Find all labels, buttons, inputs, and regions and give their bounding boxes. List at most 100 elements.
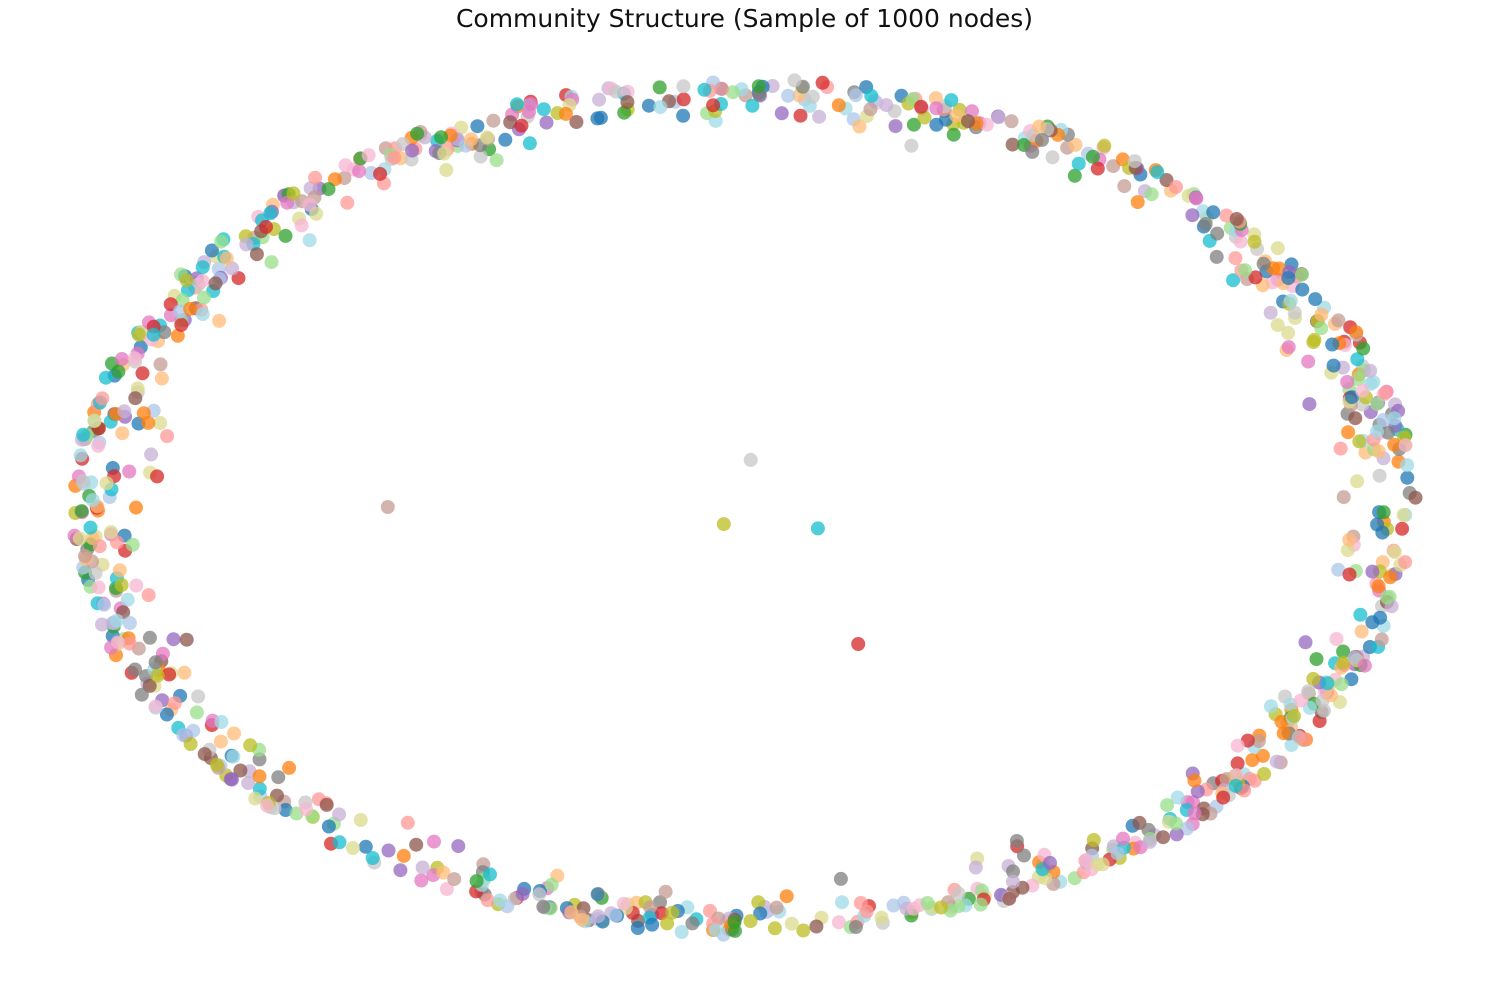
- network-node: [1336, 644, 1351, 659]
- network-node: [1370, 424, 1384, 439]
- network-node: [489, 153, 504, 168]
- network-node: [751, 79, 766, 94]
- network-node: [888, 119, 903, 134]
- network-node: [1009, 834, 1024, 848]
- network-node: [264, 255, 279, 270]
- network-node: [715, 82, 729, 96]
- network-node: [1187, 773, 1202, 788]
- network-node: [249, 247, 264, 262]
- network-node: [1324, 688, 1338, 703]
- network-node: [1381, 425, 1396, 440]
- network-node: [1198, 217, 1213, 231]
- network-node: [1226, 273, 1241, 288]
- network-node: [645, 917, 660, 932]
- network-node: [1398, 555, 1413, 570]
- network-node: [78, 548, 92, 563]
- network-node: [437, 146, 452, 161]
- network-node: [128, 662, 142, 677]
- network-node: [340, 195, 355, 210]
- network-node: [327, 172, 342, 187]
- network-node: [436, 865, 451, 880]
- network-node: [1085, 149, 1100, 164]
- network-node: [1347, 650, 1362, 665]
- network-node: [1387, 545, 1402, 559]
- network-node: [414, 873, 429, 888]
- network-node: [1230, 738, 1245, 753]
- network-node: [1349, 325, 1364, 340]
- network-node: [1251, 734, 1266, 748]
- network-node: [1375, 525, 1390, 540]
- network-node: [308, 170, 323, 185]
- network-node: [87, 413, 102, 428]
- network-node: [393, 863, 408, 878]
- network-node: [302, 197, 317, 212]
- network-node: [1287, 305, 1302, 320]
- network-node: [1376, 505, 1391, 520]
- network-node: [1264, 699, 1278, 714]
- network-node: [183, 301, 198, 316]
- network-node: [75, 474, 90, 489]
- network-node: [128, 391, 143, 406]
- network-node: [708, 923, 723, 938]
- network-node: [767, 921, 782, 936]
- network-node: [1395, 521, 1410, 536]
- network-node: [233, 763, 248, 778]
- network-node: [564, 905, 579, 920]
- network-node: [136, 406, 151, 421]
- network-node: [1245, 753, 1260, 768]
- network-node: [1295, 282, 1310, 297]
- network-node: [1334, 677, 1349, 692]
- network-node: [569, 115, 584, 129]
- network-node: [174, 317, 189, 332]
- network-node: [1306, 335, 1321, 350]
- network-node: [1228, 778, 1243, 793]
- network-node: [879, 98, 894, 113]
- network-node: [76, 427, 91, 442]
- network-node: [653, 100, 668, 115]
- network-node: [1006, 864, 1020, 879]
- network-node: [1116, 831, 1130, 846]
- network-node: [204, 243, 219, 258]
- network-node: [1314, 307, 1329, 322]
- network-node: [361, 148, 376, 163]
- network-node: [365, 851, 380, 865]
- network-node: [142, 630, 157, 645]
- network-node: [906, 117, 921, 132]
- network-node: [405, 143, 420, 158]
- network-node: [227, 726, 241, 741]
- network-node: [243, 738, 258, 753]
- network-node: [224, 772, 239, 787]
- network-node: [917, 110, 932, 125]
- network-node: [1329, 632, 1344, 646]
- network-node: [1336, 655, 1351, 670]
- network-node: [608, 908, 623, 923]
- network-node: [1005, 137, 1020, 152]
- network-node: [1408, 490, 1423, 505]
- network-node: [779, 889, 794, 904]
- network-node: [676, 92, 691, 107]
- network-node: [319, 797, 334, 812]
- network-node: [745, 98, 760, 113]
- network-node: [831, 915, 846, 930]
- network-node: [110, 535, 124, 550]
- network-node: [1396, 508, 1411, 522]
- network-node: [122, 636, 137, 651]
- network-node: [1314, 321, 1329, 336]
- network-node: [1326, 358, 1341, 373]
- network-node: [1187, 806, 1202, 821]
- network-node: [1336, 490, 1351, 505]
- network-node: [1380, 590, 1395, 605]
- network-node: [514, 118, 529, 133]
- network-node: [74, 504, 89, 519]
- network-node: [387, 150, 402, 165]
- network-node: [196, 290, 211, 305]
- network-node: [252, 769, 267, 784]
- network-node: [120, 592, 135, 607]
- network-node: [725, 85, 740, 100]
- network-node: [1209, 249, 1224, 264]
- network-node: [1270, 318, 1285, 333]
- network-node: [1302, 397, 1317, 412]
- network-node: [99, 476, 114, 491]
- network-node: [146, 327, 161, 342]
